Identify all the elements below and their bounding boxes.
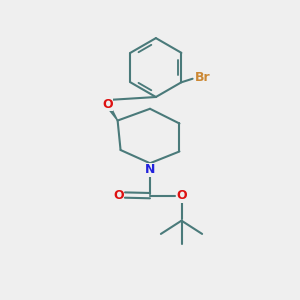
Text: O: O bbox=[176, 189, 187, 202]
Text: N: N bbox=[145, 163, 155, 176]
Text: Br: Br bbox=[195, 71, 210, 84]
Polygon shape bbox=[106, 103, 118, 121]
Text: O: O bbox=[102, 98, 112, 111]
Text: O: O bbox=[113, 188, 124, 202]
